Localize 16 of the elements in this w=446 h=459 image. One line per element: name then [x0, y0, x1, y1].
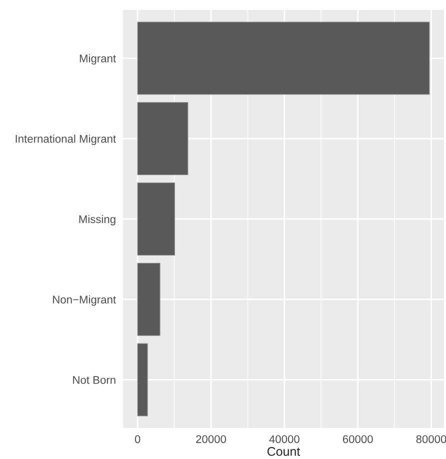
bar [137, 262, 160, 336]
x-tick-label: 60000 [342, 435, 373, 444]
y-tick-label: Non−Migrant [53, 295, 116, 306]
y-tick-label: Missing [79, 214, 116, 226]
x-axis-title: Count [267, 447, 300, 456]
bar [137, 22, 430, 95]
y-tick-label: Migrant [80, 54, 116, 65]
x-tick-label: 80000 [416, 435, 446, 444]
y-tick-label: Not Born [73, 376, 116, 384]
bar [137, 182, 176, 256]
y-tick-label: International Migrant [16, 134, 116, 145]
bar [137, 343, 148, 416]
x-tick-label: 20000 [196, 435, 226, 444]
x-tick-label: 0 [134, 435, 140, 444]
bar [137, 102, 188, 176]
x-tick-label: 40000 [269, 435, 300, 444]
